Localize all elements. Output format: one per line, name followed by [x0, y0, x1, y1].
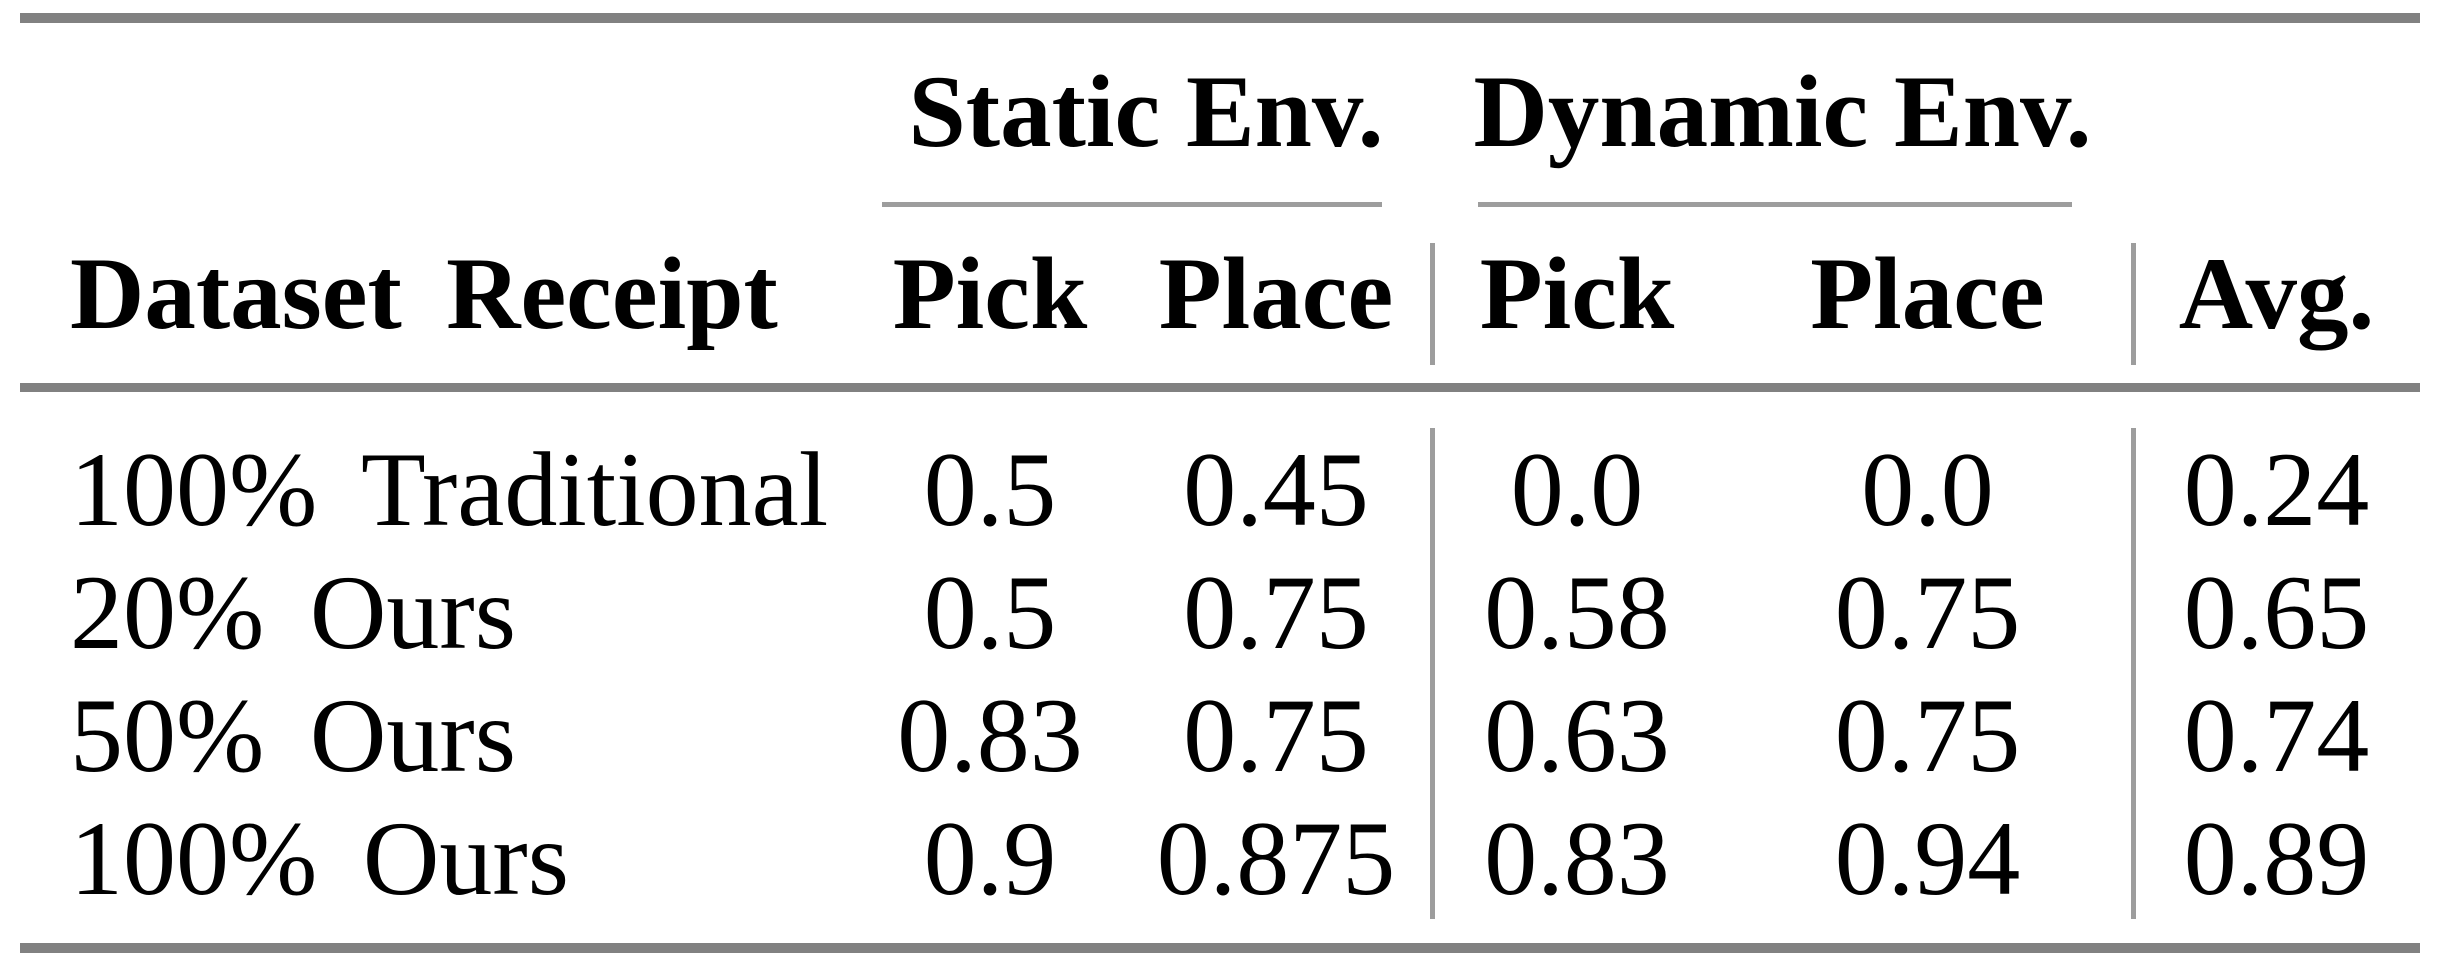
- column-header-dataset-receipt: Dataset Receipt: [70, 237, 778, 351]
- value-50-ours-static-pick: 0.83: [897, 676, 1083, 794]
- row-label-100-traditional: 100% Traditional: [70, 430, 829, 548]
- value-100-traditional-dynamic-pick: 0.0: [1510, 430, 1644, 548]
- value-100-ours-dynamic-place: 0.94: [1834, 799, 2021, 917]
- table-row: 100% Ours 0.9 0.875 0.83 0.94 0.89: [20, 797, 2420, 920]
- static-env-cmidrule: [882, 202, 1382, 207]
- value-100-traditional-avg: 0.24: [2183, 430, 2370, 548]
- value-50-ours-avg: 0.74: [2183, 676, 2370, 794]
- row-label-100-ours: 100% Ours: [70, 799, 569, 917]
- row-label-50-ours: 50% Ours: [70, 676, 516, 794]
- table-row: 20% Ours 0.5 0.75 0.58 0.75 0.65: [20, 551, 2420, 674]
- group-header-row: Static Env. Dynamic Env.: [20, 23, 2420, 201]
- column-header-row: Dataset Receipt Pick Place Pick Place Av…: [20, 206, 2420, 383]
- table-row: 100% Traditional 0.5 0.45 0.0 0.0 0.24: [20, 428, 2420, 551]
- column-header-avg: Avg.: [2178, 237, 2375, 351]
- value-20-ours-static-pick: 0.5: [923, 553, 1057, 671]
- vertical-separator-static-dynamic-header: [1430, 243, 1435, 365]
- column-header-static-place: Place: [1158, 237, 1394, 351]
- value-100-traditional-static-pick: 0.5: [923, 430, 1057, 548]
- table-row: 50% Ours 0.83 0.75 0.63 0.75 0.74: [20, 674, 2420, 797]
- column-header-dynamic-place: Place: [1810, 237, 2045, 351]
- value-20-ours-avg: 0.65: [2183, 553, 2370, 671]
- value-100-traditional-dynamic-place: 0.0: [1861, 430, 1994, 548]
- value-100-ours-avg: 0.89: [2183, 799, 2370, 917]
- column-header-dynamic-pick: Pick: [1479, 237, 1675, 351]
- table-bottom-rule: [20, 943, 2420, 953]
- value-20-ours-dynamic-place: 0.75: [1834, 553, 2021, 671]
- value-100-ours-static-place: 0.875: [1156, 799, 1396, 917]
- row-label-20-ours: 20% Ours: [70, 553, 516, 671]
- vertical-separator-dynamic-avg-header: [2131, 243, 2136, 365]
- vertical-separator-dynamic-avg-body: [2131, 428, 2136, 919]
- dynamic-env-cmidrule: [1478, 202, 2072, 207]
- table-mid-rule: [20, 383, 2420, 392]
- value-50-ours-static-place: 0.75: [1183, 676, 1369, 794]
- column-header-static-pick: Pick: [892, 237, 1088, 351]
- value-50-ours-dynamic-place: 0.75: [1834, 676, 2021, 794]
- value-20-ours-static-place: 0.75: [1183, 553, 1369, 671]
- value-50-ours-dynamic-pick: 0.63: [1484, 676, 1670, 794]
- value-100-traditional-static-place: 0.45: [1183, 430, 1369, 548]
- group-header-static-env: Static Env.: [908, 54, 1384, 169]
- value-20-ours-dynamic-pick: 0.58: [1484, 553, 1670, 671]
- group-header-dynamic-env: Dynamic Env.: [1473, 54, 2092, 169]
- vertical-separator-static-dynamic-body: [1430, 428, 1435, 919]
- table-top-rule: [20, 13, 2420, 23]
- value-100-ours-dynamic-pick: 0.83: [1484, 799, 1670, 917]
- value-100-ours-static-pick: 0.9: [923, 799, 1057, 917]
